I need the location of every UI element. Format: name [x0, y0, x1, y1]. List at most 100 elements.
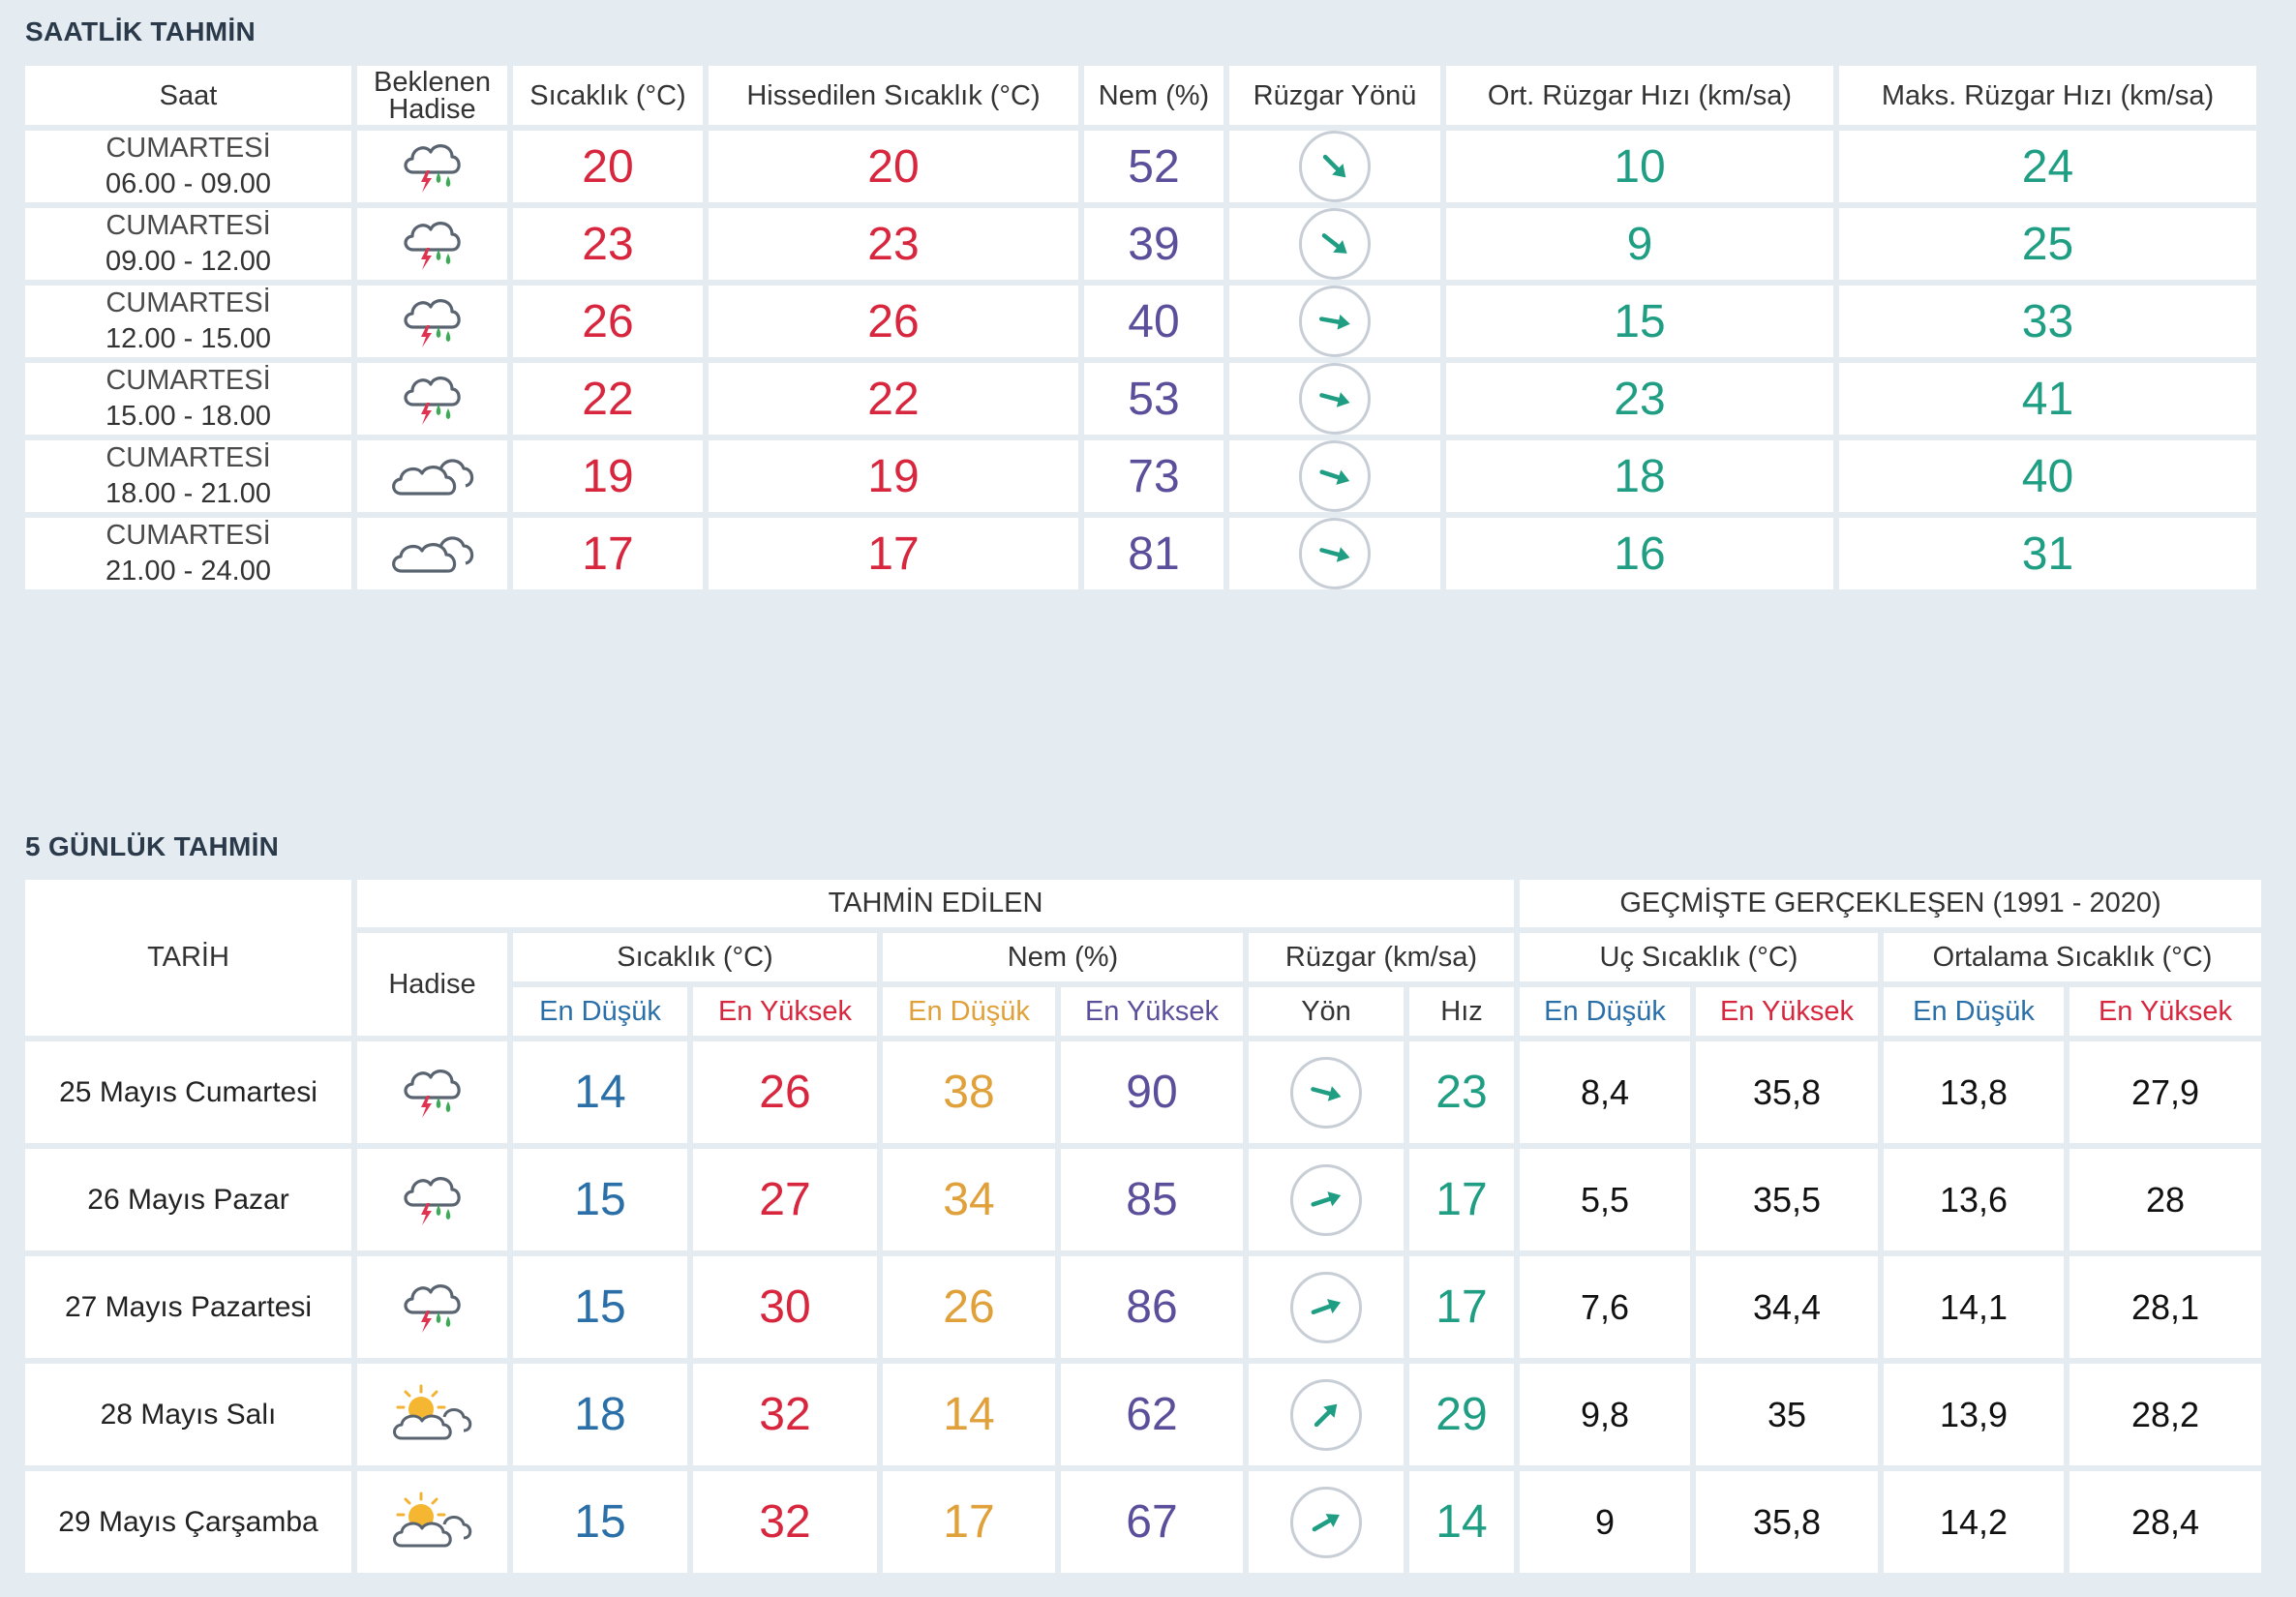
date-label: 29 Mayıs Çarşamba	[25, 1471, 351, 1573]
event-cell	[357, 1041, 507, 1143]
day-label: CUMARTESİ	[106, 210, 271, 241]
header-extreme-min: En Düşük	[1520, 987, 1690, 1036]
extreme-min-value: 8,4	[1520, 1041, 1690, 1143]
wind-speed-value: 14	[1409, 1471, 1514, 1573]
feels-like-value: 23	[709, 208, 1078, 280]
header-wind-direction: Rüzgar Yönü	[1229, 66, 1440, 125]
hourly-row: CUMARTESİ 18.00 - 21.00 19 19 73 18 40	[25, 440, 2256, 512]
header-date: TARİH	[25, 880, 351, 1036]
humidity-min-value: 17	[883, 1471, 1055, 1573]
temp-max-value: 27	[693, 1149, 877, 1250]
wind-direction-cell	[1249, 1256, 1404, 1358]
header-feels-like: Hissedilen Sıcaklık (°C)	[709, 66, 1078, 125]
header-temp-max: En Yüksek	[693, 987, 877, 1036]
humidity-min-value: 14	[883, 1364, 1055, 1465]
time-cell: CUMARTESİ 15.00 - 18.00	[25, 363, 351, 435]
hourly-row: CUMARTESİ 06.00 - 09.00 20 20 52 10 24	[25, 131, 2256, 202]
header-expected-event: Beklenen Hadise	[357, 66, 507, 125]
humidity-value: 53	[1084, 363, 1224, 435]
wind-direction-indicator	[1299, 208, 1371, 280]
avg-wind-speed-value: 9	[1446, 208, 1833, 280]
extreme-min-value: 7,6	[1520, 1256, 1690, 1358]
day-label: CUMARTESİ	[106, 133, 271, 164]
wind-direction-cell	[1229, 440, 1440, 512]
feels-like-value: 20	[709, 131, 1078, 202]
extreme-max-value: 35	[1696, 1364, 1878, 1465]
event-cell	[357, 1149, 507, 1250]
hourly-forecast-table: Saat Beklenen Hadise Sıcaklık (°C) Hisse…	[19, 60, 2262, 595]
event-cell	[357, 1364, 507, 1465]
feels-like-value: 19	[709, 440, 1078, 512]
thunderstorm-rain-icon	[398, 1274, 468, 1341]
extreme-max-value: 34,4	[1696, 1256, 1878, 1358]
event-cell	[357, 131, 507, 202]
wind-direction-cell	[1249, 1149, 1404, 1250]
avg-min-value: 14,2	[1884, 1471, 2064, 1573]
avg-wind-speed-value: 23	[1446, 363, 1833, 435]
header-temperature: Sıcaklık (°C)	[513, 66, 703, 125]
max-wind-speed-value: 25	[1839, 208, 2256, 280]
header-event: Hadise	[357, 933, 507, 1036]
extreme-max-value: 35,5	[1696, 1149, 1878, 1250]
header-wind-dir: Yön	[1249, 987, 1404, 1036]
time-cell: CUMARTESİ 21.00 - 24.00	[25, 518, 351, 589]
extreme-min-value: 5,5	[1520, 1149, 1690, 1250]
daily-row: 26 Mayıs Pazar 15 27 34 85 17 5,5 35,5 13,6 28	[25, 1149, 2261, 1250]
wind-speed-value: 17	[1409, 1149, 1514, 1250]
time-range: 09.00 - 12.00	[106, 246, 271, 277]
avg-max-value: 27,9	[2069, 1041, 2261, 1143]
extreme-min-value: 9	[1520, 1471, 1690, 1573]
humidity-value: 81	[1084, 518, 1224, 589]
wind-direction-cell	[1229, 131, 1440, 202]
temperature-value: 22	[513, 363, 703, 435]
temp-min-value: 15	[513, 1471, 687, 1573]
max-wind-speed-value: 40	[1839, 440, 2256, 512]
temperature-value: 17	[513, 518, 703, 589]
day-label: CUMARTESİ	[106, 520, 271, 551]
avg-max-value: 28,1	[2069, 1256, 2261, 1358]
humidity-min-value: 34	[883, 1149, 1055, 1250]
daily-section-title: 5 GÜNLÜK TAHMİN	[25, 831, 280, 861]
event-cell	[357, 440, 507, 512]
wind-direction-indicator	[1290, 1163, 1362, 1236]
event-cell	[357, 286, 507, 357]
date-label: 27 Mayıs Pazartesi	[25, 1256, 351, 1358]
wind-arrow-icon	[1319, 392, 1350, 407]
feels-like-value: 26	[709, 286, 1078, 357]
wind-arrow-icon	[1311, 1190, 1342, 1207]
avg-wind-speed-value: 18	[1446, 440, 1833, 512]
wind-direction-cell	[1249, 1041, 1404, 1143]
event-cell	[357, 1256, 507, 1358]
event-cell	[357, 363, 507, 435]
hourly-row: CUMARTESİ 12.00 - 15.00 26 26 40 15 33	[25, 286, 2256, 357]
time-range: 18.00 - 21.00	[106, 478, 271, 509]
wind-direction-indicator	[1299, 363, 1371, 435]
wind-speed-value: 23	[1409, 1041, 1514, 1143]
humidity-min-value: 26	[883, 1256, 1055, 1358]
wind-arrow-icon	[1321, 233, 1347, 254]
header-extreme-temp-group: Uç Sıcaklık (°C)	[1520, 933, 1878, 981]
day-label: CUMARTESİ	[106, 442, 271, 473]
wind-direction-indicator	[1290, 1378, 1362, 1451]
cloudy-icon	[388, 449, 477, 504]
humidity-value: 40	[1084, 286, 1224, 357]
header-forecast-group: TAHMİN EDİLEN	[357, 880, 1514, 927]
max-wind-speed-value: 41	[1839, 363, 2256, 435]
temperature-value: 19	[513, 440, 703, 512]
wind-speed-value: 17	[1409, 1256, 1514, 1358]
thunderstorm-rain-icon	[398, 288, 468, 355]
wind-direction-cell	[1229, 286, 1440, 357]
hourly-row: CUMARTESİ 21.00 - 24.00 17 17 81 16 31	[25, 518, 2256, 589]
wind-direction-indicator	[1290, 1271, 1362, 1343]
wind-arrow-icon	[1312, 1513, 1340, 1531]
thunderstorm-rain-icon	[398, 1166, 468, 1233]
partly-cloudy-sun-icon	[388, 1382, 477, 1447]
temp-max-value: 26	[693, 1041, 877, 1143]
header-wind-speed: Hız	[1409, 987, 1514, 1036]
date-label: 26 Mayıs Pazar	[25, 1149, 351, 1250]
humidity-min-value: 38	[883, 1041, 1055, 1143]
temperature-value: 26	[513, 286, 703, 357]
wind-direction-cell	[1229, 363, 1440, 435]
temperature-value: 23	[513, 208, 703, 280]
hourly-row: CUMARTESİ 09.00 - 12.00 23 23 39 9 25	[25, 208, 2256, 280]
